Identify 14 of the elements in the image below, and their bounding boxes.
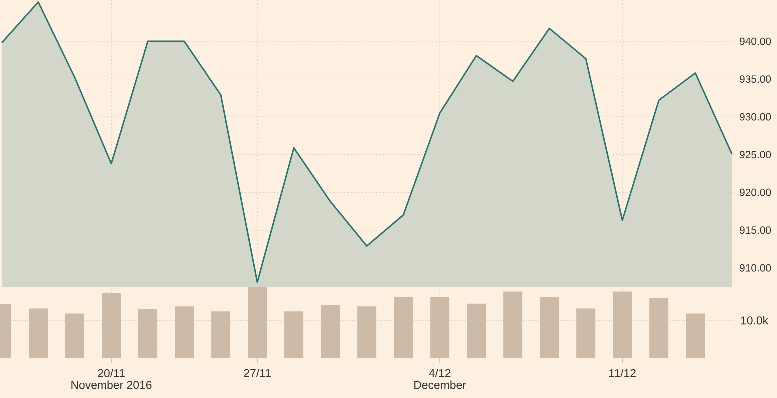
y-tick-label: 935.00 xyxy=(740,76,772,84)
y-tick-label: 920.00 xyxy=(740,188,772,196)
x-tick-label: 20/11 xyxy=(98,369,125,378)
x-tick-label: 4/12 xyxy=(429,369,451,378)
y-tick-label: 925.00 xyxy=(740,151,772,159)
text: 10.0k xyxy=(741,316,769,325)
y-tick-label: 930.00 xyxy=(740,113,772,121)
y-tick-label: 915.00 xyxy=(740,226,772,234)
x-tick-label: 11/12 xyxy=(610,369,636,378)
text: December xyxy=(414,380,466,390)
text: November 2016 xyxy=(72,380,152,390)
x-tick-label: 27/11 xyxy=(244,369,271,378)
y-tick-label: 940.00 xyxy=(740,38,772,46)
y-tick-label: 910.00 xyxy=(740,264,772,272)
